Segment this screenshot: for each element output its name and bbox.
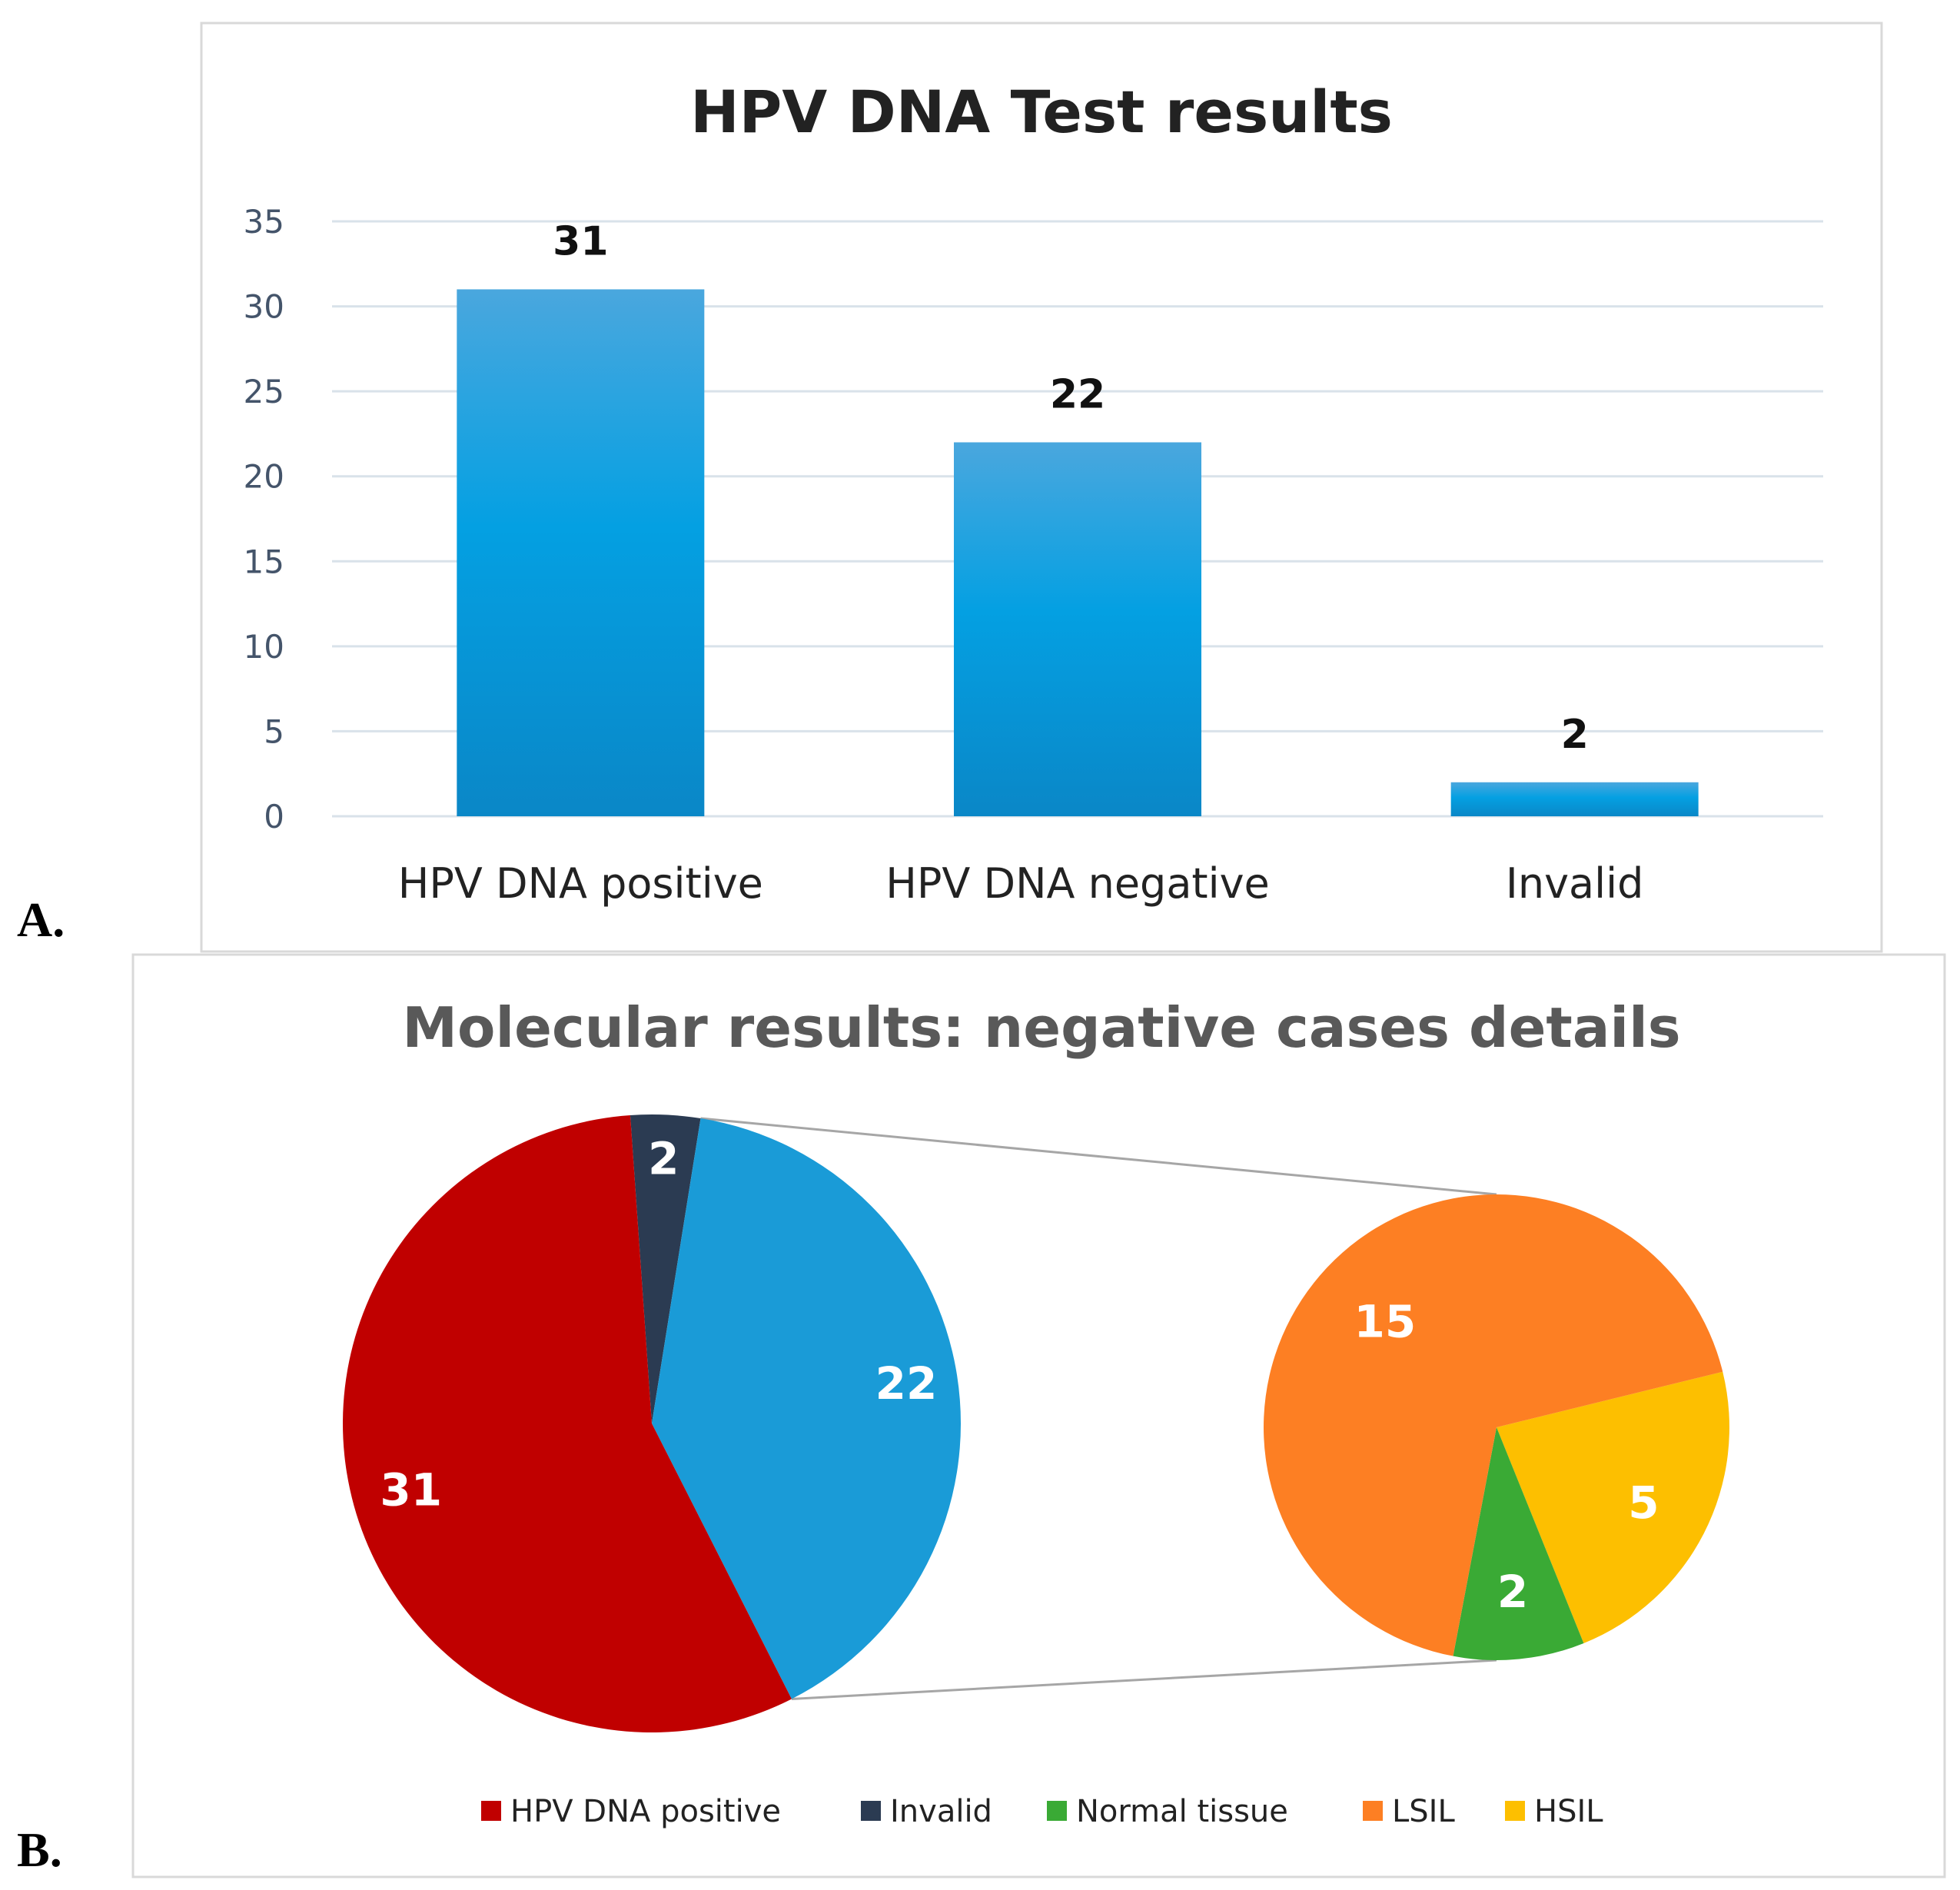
legend-label: Invalid [890,1794,992,1829]
y-tick-label: 25 [244,373,284,410]
y-tick-label: 15 [244,543,284,580]
y-tick-label: 35 [244,203,284,241]
y-tick-label: 0 [264,798,284,835]
legend-swatch [1505,1801,1525,1821]
pie-slice [652,1118,961,1699]
x-category-label: HPV DNA negative [885,859,1270,908]
legend-swatch [1363,1801,1383,1821]
detail-pie: 5 2 15 [1263,1194,1729,1661]
pie-connector-lines [700,1117,1497,1700]
connector-line [791,1659,1497,1700]
y-tick-label: 30 [244,288,284,326]
panel-label-a: A. [17,892,65,947]
pie-slice [1497,1371,1729,1643]
bar-value-label: 31 [553,218,608,264]
legend-label: HSIL [1534,1794,1603,1829]
legend-swatch [861,1801,881,1821]
legend-swatch [481,1801,501,1821]
pie-legend: HPV DNA positive Invalid Normal tissue LSIL… [481,1794,1603,1829]
bar-value-label: 22 [1050,371,1105,417]
pie-slice [630,1114,701,1423]
pie-slice-label: 2 [648,1132,679,1184]
legend-label: Normal tissue [1076,1794,1288,1829]
bar [954,442,1201,816]
y-tick-label: 20 [244,458,284,496]
bar-chart-title: HPV DNA Test results [690,78,1393,146]
y-tick-label: 5 [264,712,284,750]
pie-slice-label: 2 [1497,1566,1528,1618]
pie-slice-label: 31 [380,1464,442,1516]
bar [457,289,705,816]
connector-line [700,1117,1497,1196]
x-category-label: HPV DNA positive [398,859,763,908]
x-category-label: Invalid [1506,859,1643,908]
bar-x-axis: HPV DNA positive HPV DNA negative Invalid [398,859,1644,908]
y-tick-label: 10 [244,628,284,666]
legend-label: HPV DNA positive [510,1794,781,1829]
panel-label-b: B. [17,1822,62,1877]
pie-slice [342,1114,792,1732]
legend-label: LSIL [1392,1794,1455,1829]
bar-value-label: 2 [1561,712,1589,758]
pie-slice-label: 5 [1628,1476,1659,1529]
pie-slice-label: 22 [875,1357,938,1410]
pie-chart-title: Molecular results: negative cases detail… [402,995,1680,1060]
pie-slice [1453,1427,1584,1661]
pie-slice-label: 15 [1354,1295,1417,1347]
bar [1450,782,1699,816]
legend-swatch [1047,1801,1067,1821]
bar-series [457,289,1699,816]
bar-y-axis: 0 5 10 15 20 25 30 35 [244,203,284,835]
pie-slice [1263,1194,1723,1656]
